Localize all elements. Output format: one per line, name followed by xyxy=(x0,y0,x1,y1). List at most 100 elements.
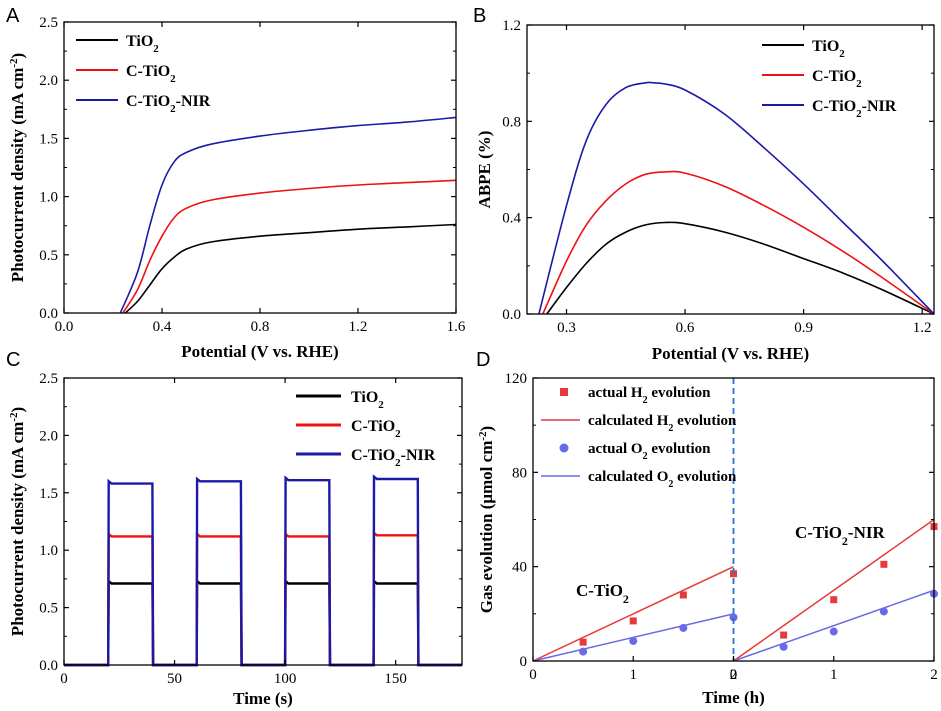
panel-a-xtick-label: 0.8 xyxy=(251,319,270,335)
panel-c-ytick-label: 0.0 xyxy=(39,658,58,674)
panel-b-legend-label: TiO2 xyxy=(812,38,845,60)
panel-d-o2-point xyxy=(629,636,638,645)
panel-b-ytick-label: 0.8 xyxy=(502,114,521,130)
panel-d-h2-point xyxy=(880,560,888,568)
panel-a-xtick-label: 1.2 xyxy=(349,319,368,335)
panel-d-xtick-label: 0 xyxy=(529,667,537,683)
panel-b-xtick-label: 1.2 xyxy=(913,320,932,336)
panel-a-letter: A xyxy=(6,5,20,27)
panel-a-axes-frame xyxy=(63,21,457,314)
panel-d-ytick-label: 0 xyxy=(520,654,528,670)
panel-d-ytick-label: 120 xyxy=(505,371,528,387)
panel-d-xtick-label: 1 xyxy=(830,667,838,683)
panel-c-legend-label: TiO2 xyxy=(351,389,384,411)
panel-b: B 0.0 0.4 0.8 1.2 0.3 0.6 0.9 1.2 Potential (V vs… xyxy=(473,5,935,363)
panel-a: A 0.0 0.5 1.0 1.5 2.0 2.5 0.0 0.4 0.8 1.2 1.6 Potent… xyxy=(6,5,466,361)
panel-a-series-2 xyxy=(119,116,457,314)
panel-a-xtick-label: 1.6 xyxy=(447,319,466,335)
panel-d-calc-h2-line xyxy=(532,565,734,662)
panel-d-legend-label: actual O2 evolution xyxy=(588,441,711,462)
panel-d-legend-label: calculated O2 evolution xyxy=(588,469,737,490)
panel-c-series-1 xyxy=(64,530,462,667)
panel-c-series-2 xyxy=(64,474,462,667)
panel-c-ytick-label: 1.5 xyxy=(39,486,58,502)
panel-a-ytick-label: 1.0 xyxy=(39,190,58,206)
panel-d-h2-point xyxy=(679,591,687,599)
panel-d-o2-point xyxy=(829,627,838,636)
panel-b-ytick-label: 0.4 xyxy=(502,211,521,227)
panel-c-xtick-label: 150 xyxy=(384,671,407,687)
panel-d-group-label: C-TiO2 xyxy=(576,581,629,606)
panel-c-legend-label: C-TiO2 xyxy=(351,418,401,440)
panel-a-ytick-label: 1.5 xyxy=(39,131,58,147)
panel-b-series-2 xyxy=(538,81,935,315)
panel-d-legend-label: calculated H2 evolution xyxy=(588,413,737,434)
panel-c-legend-label: C-TiO2-NIR xyxy=(351,447,436,469)
panel-d-o2-point xyxy=(679,623,688,632)
panel-a-xtick-label: 0.0 xyxy=(55,319,74,335)
panel-a-ytick-label: 2.5 xyxy=(39,15,58,31)
panel-c: C 0.0 0.5 1.0 1.5 2.0 2.5 0 50 100 150 Time (s) Phot… xyxy=(6,349,463,708)
panel-d-o2-point xyxy=(779,642,788,651)
panel-d-xtick-label: 2 xyxy=(930,667,938,683)
panel-d-xtick-label: 2 xyxy=(730,667,738,683)
panel-d-legend-marker xyxy=(560,388,568,396)
panel-a-ylabel: Photocurrent density (mA cm-2) xyxy=(8,53,27,282)
panel-a-series-0 xyxy=(124,223,457,314)
panel-d-ytick-label: 40 xyxy=(512,560,527,576)
panel-d-legend-label: actual H2 evolution xyxy=(588,385,711,406)
panel-c-ytick-label: 0.5 xyxy=(39,601,58,617)
panel-c-xtick-label: 100 xyxy=(274,671,297,687)
panel-c-ylabel: Photocurrent density (mA cm-2) xyxy=(8,407,27,636)
panel-b-xtick-label: 0.6 xyxy=(676,320,695,336)
panel-c-ytick-label: 2.0 xyxy=(39,428,58,444)
panel-a-ytick-label: 0.0 xyxy=(39,306,58,322)
panel-d-ylabel: Gas evolution (μmol cm-2) xyxy=(477,426,496,613)
panel-b-series-1 xyxy=(542,170,935,315)
panel-d-group-label: C-TiO2-NIR xyxy=(795,523,885,548)
panel-c-series-0 xyxy=(64,578,462,667)
panel-b-series-0 xyxy=(546,221,935,315)
panel-c-xlabel: Time (s) xyxy=(233,689,293,708)
panel-b-xlabel: Potential (V vs. RHE) xyxy=(652,344,809,363)
panel-d-xlabel: Time (h) xyxy=(702,688,765,707)
panel-d-xtick-label: 0 xyxy=(730,667,738,683)
panel-d-o2-point xyxy=(579,647,588,656)
panel-a-ytick-label: 2.0 xyxy=(39,73,58,89)
panel-a-series-1 xyxy=(122,179,457,314)
panel-b-letter: B xyxy=(473,5,486,27)
panel-d-ytick-label: 80 xyxy=(512,465,527,481)
panel-d-o2-point xyxy=(729,613,738,622)
panel-b-xtick-label: 0.9 xyxy=(794,320,813,336)
panel-b-legend-label: C-TiO2-NIR xyxy=(812,98,897,120)
panel-d-calc-h2-line xyxy=(733,518,935,662)
panel-d-o2-point xyxy=(879,607,888,616)
panel-a-legend-label: C-TiO2 xyxy=(126,63,176,85)
panel-c-ytick-label: 2.5 xyxy=(39,371,58,387)
panel-d-calc-o2-line xyxy=(733,589,935,662)
panel-d-h2-point xyxy=(579,638,587,646)
panel-b-ylabel: ABPE (%) xyxy=(475,131,494,209)
panel-d-h2-point xyxy=(780,631,788,639)
panel-c-axes-frame xyxy=(63,377,463,666)
panel-b-legend-label: C-TiO2 xyxy=(812,68,862,90)
panel-b-xtick-label: 0.3 xyxy=(557,320,576,336)
panel-c-xtick-label: 0 xyxy=(60,671,68,687)
panel-d-xtick-label: 1 xyxy=(630,667,638,683)
panel-b-ytick-label: 0.0 xyxy=(502,307,521,323)
panel-d-legend-marker xyxy=(559,443,569,453)
panel-c-letter: C xyxy=(6,349,20,371)
panel-c-ytick-label: 1.0 xyxy=(39,543,58,559)
panel-d-h2-point xyxy=(629,617,637,625)
panel-d-h2-point xyxy=(830,596,838,604)
panel-d-letter: D xyxy=(476,349,490,371)
panel-b-ytick-label: 1.2 xyxy=(502,18,521,34)
panel-a-xlabel: Potential (V vs. RHE) xyxy=(181,342,338,361)
panel-a-legend-label: TiO2 xyxy=(126,33,159,55)
panel-a-xtick-label: 0.4 xyxy=(153,319,172,335)
panel-c-xtick-label: 50 xyxy=(167,671,182,687)
panel-a-ytick-label: 0.5 xyxy=(39,248,58,264)
panel-a-legend-label: C-TiO2-NIR xyxy=(126,93,211,115)
